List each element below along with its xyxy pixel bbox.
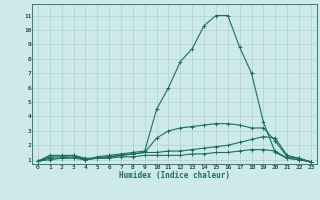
X-axis label: Humidex (Indice chaleur): Humidex (Indice chaleur) [119,171,230,180]
